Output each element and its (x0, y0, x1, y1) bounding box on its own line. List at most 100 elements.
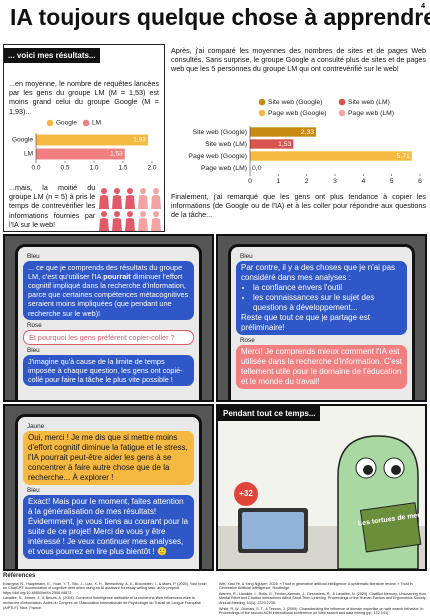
legend-label: Google (56, 120, 77, 127)
person-head (140, 187, 147, 194)
chart-sites: Site web (Google) Site web (LM) Page web (… (188, 98, 422, 185)
comic-panel: Jaune Oui, merci ! Je me dis que si mett… (3, 404, 214, 571)
comic-panel: Bleu Par contre, il y a des choses que j… (216, 234, 427, 402)
value-label: 0,0 (252, 165, 262, 172)
category-label: Page web (Google) (188, 153, 247, 160)
person-head (153, 187, 160, 194)
bar (250, 127, 317, 137)
bubble-text: ... ce que je comprends des résultats du… (28, 263, 183, 282)
legend-swatch (338, 109, 346, 117)
bar (250, 139, 294, 149)
phone-screen: Bleu Par contre, il y a des choses que j… (228, 244, 415, 400)
bubble: Par contre, il y a des choses que je n'a… (236, 261, 407, 335)
bar (250, 151, 412, 161)
person-body (99, 194, 110, 209)
bubble: Et pourquoi les gens préfèrent copier-co… (23, 329, 194, 345)
references-column: Wei, Xiao Ye, & Yang Nguyen. 2025. « Tru… (219, 582, 427, 616)
x-tick-label: 1 (276, 178, 280, 185)
person-head (153, 210, 160, 217)
speaker: Bleu (240, 253, 253, 260)
title: IA toujours quelque chose à apprendre (10, 4, 430, 30)
results-text: ...en moyenne, le nombre de requêtes lan… (9, 79, 159, 116)
pupil (363, 465, 373, 475)
person-body (112, 194, 123, 209)
person-head (140, 210, 147, 217)
person-head (127, 187, 134, 194)
bubble: Merci! Je comprends mieux comment l'IA e… (236, 345, 407, 389)
value-label: 1,53 (110, 151, 123, 158)
book-cover (359, 502, 422, 553)
book: Les tortues de mer (358, 502, 422, 553)
person-head (101, 210, 108, 217)
results-text: ...mais, la moitié du groupe LM (n = 5) … (9, 182, 96, 229)
person-body (138, 194, 149, 209)
x-tick-label: 0 (248, 178, 252, 185)
right-text: Après, j'ai comparé les moyennes des nom… (171, 46, 426, 74)
references-column: Kosmyna, N., Hauptmann, E., Yuan, Y. T.,… (3, 582, 211, 616)
legend-label: Page web (LM) (348, 110, 394, 117)
reference: Kosmyna, N., Hauptmann, E., Yuan, Y. T.,… (3, 581, 207, 595)
x-tick-label: 1.5 (118, 165, 127, 172)
reference: Wei, Xiao Ye, & Yang Nguyen. 2025. « Tru… (219, 581, 413, 591)
person-head (127, 210, 134, 217)
person-body (151, 217, 161, 231)
bubble: ... ce que je comprends des résultats du… (23, 261, 194, 320)
people-icons (99, 187, 161, 231)
references: Références Kosmyna, N., Hauptmann, E., Y… (3, 573, 427, 616)
category-label: Google (12, 137, 33, 144)
person-body (99, 217, 110, 231)
comic-panel: Bleu ... ce que je comprends des résulta… (3, 234, 214, 402)
person-body (151, 194, 161, 209)
speaker: Jaune (27, 423, 45, 430)
person-body (138, 217, 149, 231)
phone-display (242, 512, 304, 549)
bubble-text: diminuer l'effort cognitif impliqué dans… (28, 272, 189, 318)
phone-screen: Bleu ... ce que je comprends des résulta… (15, 244, 202, 400)
reference: Warren, R., Lavallée, I., Rolls, G., Fen… (219, 591, 427, 605)
speaker: Bleu (27, 346, 40, 354)
bullet-list: la confiance envers l'outil les connaiss… (241, 283, 402, 313)
category-label: LM (24, 151, 33, 158)
person-body (112, 217, 123, 231)
caption: Pendant tout ce temps... (218, 406, 321, 421)
right-text: Finalement, j'ai remarqué que les gens o… (171, 192, 426, 220)
value-label: 5,71 (397, 153, 410, 160)
legend-label: Site web (Google) (268, 99, 322, 106)
value-label: 1,93 (133, 137, 146, 144)
scene: Les tortues de mer +32 (218, 435, 425, 569)
person-body (125, 217, 136, 231)
bullet: la confiance envers l'outil (253, 283, 402, 293)
x-tick-label: 4 (361, 178, 365, 185)
reference: White, R. W., Dumais, S. T., & Teevan, J… (219, 606, 424, 616)
phone-screen: Jaune Oui, merci ! Je me dis que si mett… (15, 414, 202, 569)
x-tick-label: 2 (305, 178, 309, 185)
x-tick-label: 5 (390, 178, 394, 185)
legend-label: LM (92, 120, 101, 127)
x-tick-label: 0.5 (60, 165, 69, 172)
person-body (125, 194, 136, 209)
bubble: J'imagine qu'à cause de la limite de tem… (23, 354, 194, 387)
references-heading: Références (3, 573, 36, 579)
comic-panel: Les tortues de mer +32 Pendant tout ce t… (216, 404, 427, 571)
value-label: 2,33 (301, 129, 314, 136)
speaker: Rose (27, 321, 42, 329)
bar (36, 148, 125, 160)
legend-swatch (338, 98, 346, 106)
value-label: 1,53 (278, 141, 291, 148)
x-tick-label: 3 (333, 178, 337, 185)
bar (36, 134, 148, 146)
category-label: Site web (LM) (205, 141, 247, 148)
speaker: Bleu (27, 253, 40, 260)
bubble-text: Reste que tout ce que je partage est pré… (241, 313, 370, 332)
reference: Lavallée, S., Jodoin, J., & Benzis, A. (… (3, 596, 201, 610)
bubble-bold: pourrait (103, 272, 131, 282)
legend-label: Page web (Google) (268, 110, 327, 117)
person-head (101, 187, 108, 194)
legend-swatch (82, 119, 90, 127)
speaker: Bleu (27, 487, 40, 494)
legend-label: Site web (LM) (348, 99, 390, 106)
page-number: 4 (421, 3, 425, 10)
speaker: Rose (240, 337, 255, 344)
x-tick-label: 0.0 (31, 165, 40, 172)
